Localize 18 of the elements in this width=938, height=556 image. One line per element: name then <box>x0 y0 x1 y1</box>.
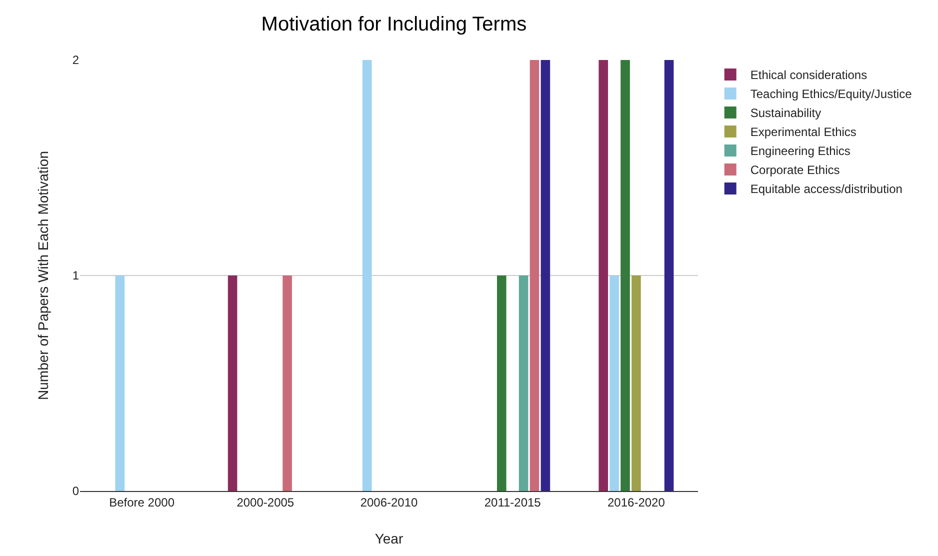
x-tick-label: 2016-2020 <box>608 495 666 510</box>
y-tick-label: 0 <box>72 484 80 498</box>
legend-label: Teaching Ethics/Equity/Justice <box>750 87 912 102</box>
x-tick-label: 2006-2010 <box>360 495 418 510</box>
x-axis-title: Year <box>374 530 404 547</box>
legend-label: Ethical considerations <box>750 68 868 82</box>
y-axis-title: Number of Papers With Each Motivation <box>34 151 51 400</box>
legend-label: Engineering Ethics <box>750 144 850 158</box>
legend-label: Sustainability <box>750 106 822 120</box>
x-tick-label: 2000-2005 <box>236 495 294 510</box>
legend-label: Experimental Ethics <box>750 125 856 140</box>
x-tick-label: Before 2000 <box>109 495 175 510</box>
y-tick-label: 2 <box>72 53 80 68</box>
legend-label: Corporate Ethics <box>750 163 840 178</box>
x-tick-label: 2011-2015 <box>484 495 542 510</box>
legend-label: Equitable access/distribution <box>750 182 902 196</box>
chart-title: Motivation for Including Terms <box>261 14 527 36</box>
y-tick-label: 1 <box>72 268 80 283</box>
